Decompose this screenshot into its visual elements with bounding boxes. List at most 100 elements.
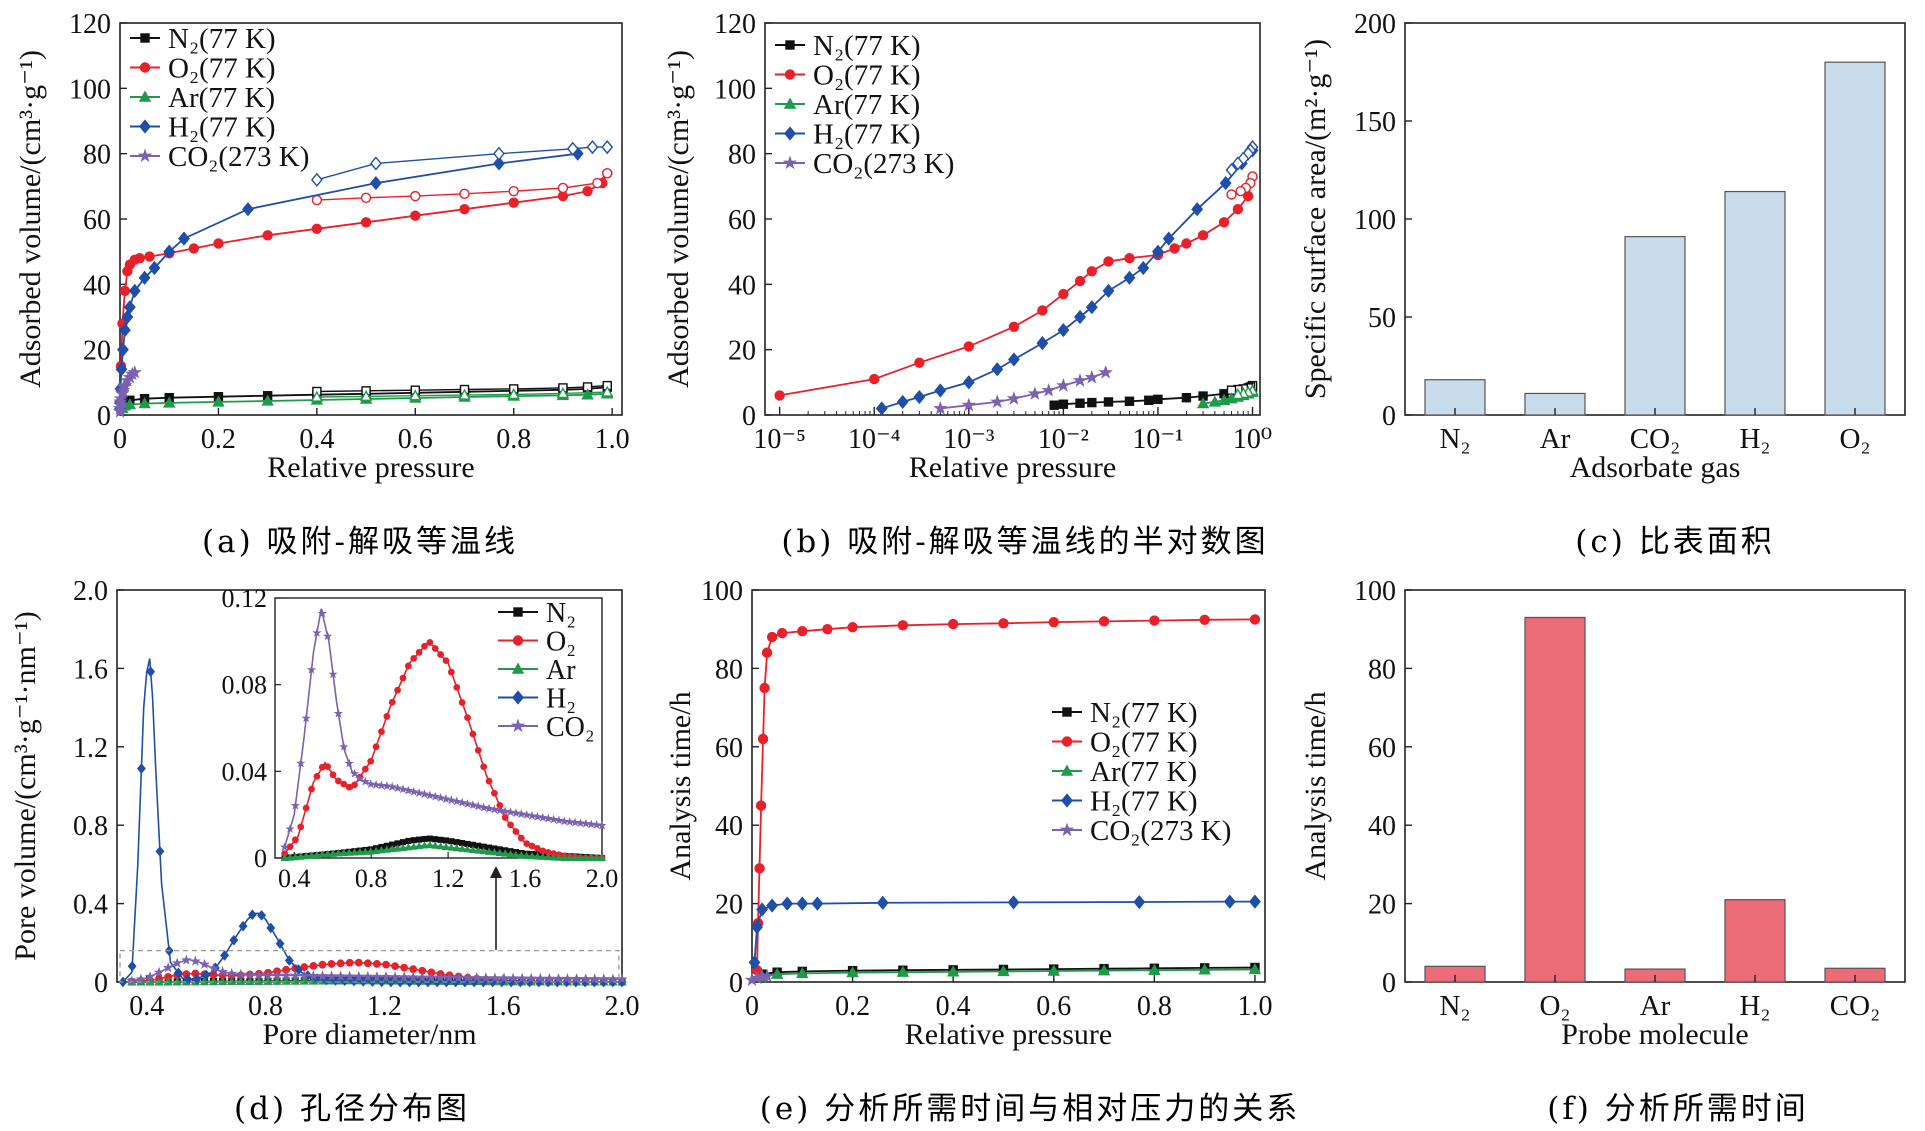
panel-d-inset-series-o2-point [324,763,332,771]
panel-b-series-n2-point [1144,395,1154,405]
panel-d-series-ar-point [236,976,246,986]
panel-b-legend-label: CO₂(273 K) [813,148,954,180]
panel-a-series-h2-point [138,270,151,285]
panel-d-series-co2-point [190,955,201,966]
panel-d-inset-series-co2-point [322,631,333,641]
panel-d-inset-series-co2-point [586,819,596,829]
panel-b-legend-marker [783,97,797,109]
panel-d-xtick-label: 1.6 [486,991,521,1022]
panel-d-inset-series-co2-point [317,608,327,618]
panel-d-inset-series-ar-point [425,840,434,849]
panel-d-inset-series-ar-point [372,846,381,855]
panel-a-series-o2-point [582,186,593,197]
panel-b-series-ar-desorption-point [1231,387,1245,400]
panel-d-inset-series-co2-point [575,818,586,827]
panel-d-inset-series-co2-point [565,817,575,826]
panel-c-ytick-label: 200 [1354,9,1396,40]
panel-d-inset-series-o2-point [308,785,315,793]
panel-d-inset-series-co2-point [430,791,440,801]
panel-b-series-h2-point [991,362,1004,377]
panel-b-series-o2-point [774,390,785,401]
panel-d-inset-series-o2-point [523,840,531,847]
panel-d-inset-series-n2-point [453,839,460,846]
panel-d-inset-series-co2-point [409,786,419,796]
panel-e-series-ar-point [846,966,859,978]
panel-d-inset-series-co2-point [554,815,564,825]
panel-e-series-o2-point [897,620,909,631]
panel-d-inset-series-o2-point [507,821,514,829]
panel-d-inset-series-n2-point [432,836,439,843]
panel-b-series-h2-point [934,383,947,398]
panel-b-series-o2-point [869,373,880,385]
panel-d-inset-series-o2-point [394,686,401,694]
panel-d-inset-series-ar-point [285,853,295,861]
panel-d-series-co2-point [362,970,374,982]
panel-a-series-h2-desorption-point [493,146,505,161]
panel-b-series-h2-point [1191,202,1204,217]
panel-c-bar-4 [1824,61,1886,416]
panel-a-legend-label: O₂(77 K) [168,53,276,85]
panel-b-ytick-label: 80 [728,140,756,171]
panel-b-series-h2-point [1137,260,1150,276]
panel-a-series-o2-point [144,251,155,262]
panel-d-inset-series-ar-point [533,852,542,860]
panel-d-series-co2-point [389,971,401,982]
panel-d-inset-series-o2-point [404,662,412,670]
panel-d-series-h2-point [220,950,230,961]
panel-d-inset-series-co2-point [446,795,457,805]
panel-e-series-o2-point [754,863,765,874]
panel-d-series-co2-point [126,975,138,986]
panel-e-series-ar-point [1097,964,1111,976]
panel-d-inset-series-co2-point [543,813,553,823]
panel-d-inset-series-ar-point [361,847,370,855]
panel-d-inset-series-o2-point [480,763,488,771]
panel-e-series-ar-point [946,965,960,977]
panel-d-inset-series-co2-point [522,810,532,819]
panel-d-inset-series-co2-point [505,807,516,817]
panel-d-inset-series-ar-point [318,850,327,858]
panel-d-inset-series-co2-point [500,806,510,816]
panel-e-series-h2-point [781,896,794,911]
panel-b-series-n2-point [1058,399,1069,409]
panel-d-inset-series-co2-point [516,809,526,819]
panel-d-series-h2-point [229,934,239,946]
panel-b-series-n2-point [1075,398,1085,408]
panel-e-series-o2-point [1149,615,1160,626]
panel-c-bar-2 [1624,236,1686,416]
panel-a-series-o2-desorption-point [459,188,470,200]
panel-d-inset-series-ar-point [479,846,488,855]
panel-d-series-co2-point [280,969,292,981]
panel-d-inset-series-n2-point [416,836,423,843]
panel-b-series-o2-point [1169,243,1180,254]
panel-d-inset-series-ar-point [441,842,451,850]
panel-e-series-ar-point [770,967,784,979]
panel-d-inset-series-co2-point [425,790,435,800]
panel-f-plot: 0 20 40 60 80 100 N₂ O₂ Ar H₂ CO₂ Probe molecule Ana… [1299,576,1906,1051]
panel-a-ytick-label: 20 [83,336,111,367]
panel-d-ytick-label: 2.0 [73,576,108,607]
panel-e-series-o2-point [822,624,833,635]
panel-c-xtick-label: N₂ [1439,423,1470,455]
panel-a-legend-marker [137,148,153,163]
panel-b-series-co2-point [933,400,948,415]
panel-d-inset-series-ar-point [436,842,445,850]
panel-a-series-o2-desorption-line [316,172,608,201]
panel-b-legend-marker [784,126,796,141]
panel-d-series-o2-point [354,958,363,967]
panel-e-series-o2-point [766,631,778,643]
panel-d-series-co2-point [607,973,619,984]
panel-a-series-o2-point [188,243,200,254]
panel-d-series-co2-point [398,971,410,982]
panel-a-series-o2-point [119,285,131,297]
panel-d-inset-series-o2-point [464,714,471,722]
panel-d-inset-series-ar-point [329,849,338,857]
panel-d-inset-xtick-label: 1.2 [432,864,465,893]
panel-d-inset-series-ar-point [350,848,359,856]
panel-d-series-o2-point [373,959,381,968]
panel-d-inset-series-co2-point [511,808,521,818]
panel-d-series-o2-point [363,959,372,968]
panel-d-inset-series-o2-point [340,780,348,788]
panel-e-series-o2-point [1199,614,1210,625]
panel-b-series-h2-point [896,394,909,410]
panel-d-inset-series-co2-point [403,785,413,795]
